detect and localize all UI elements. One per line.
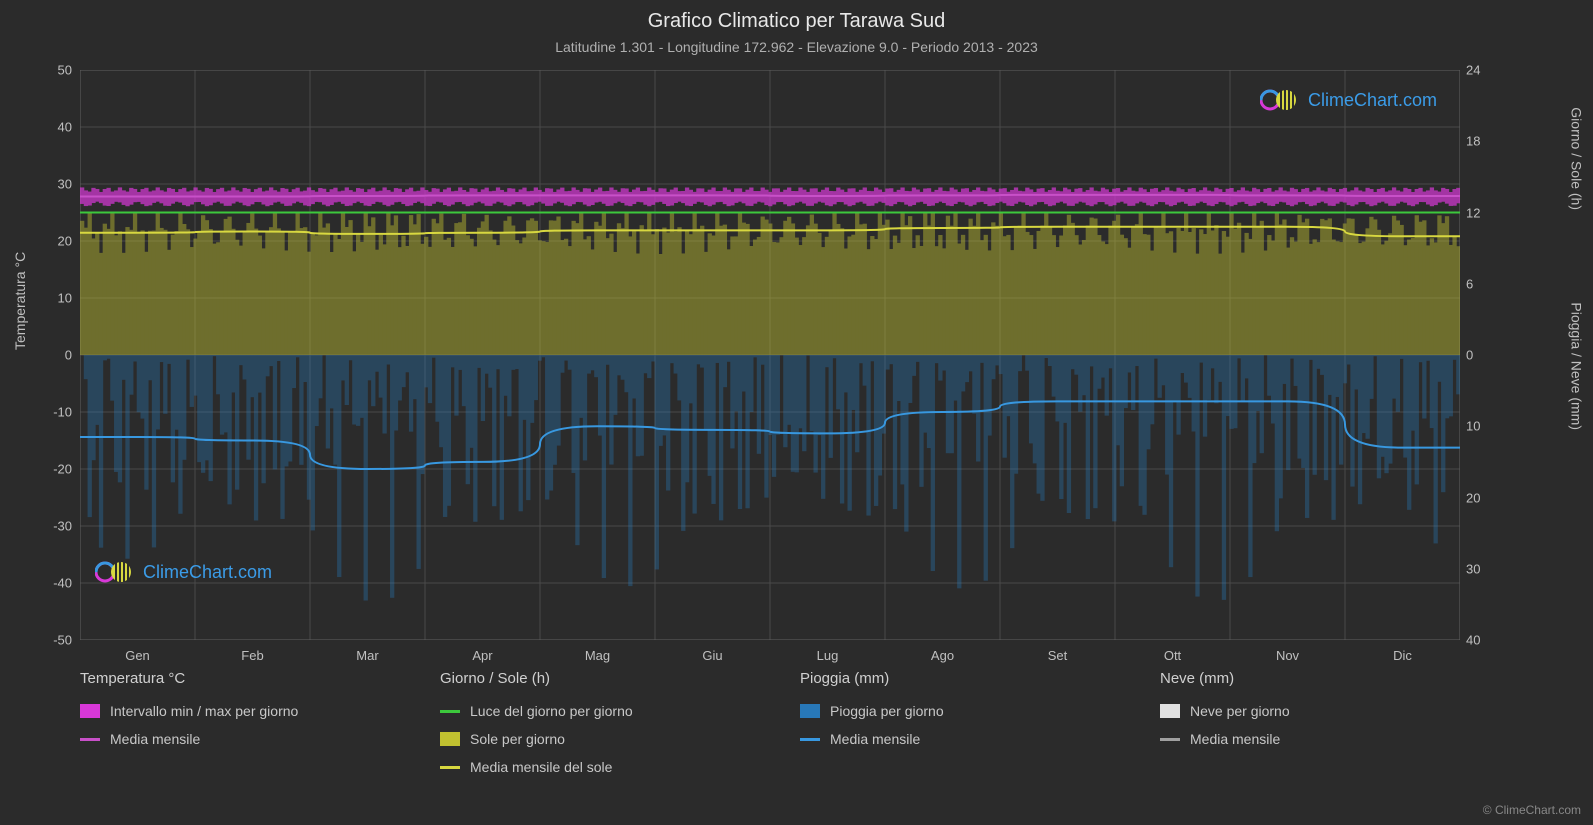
- legend-column: Neve (mm) Neve per giorno Media mensile: [1160, 670, 1460, 775]
- legend-column: Giorno / Sole (h) Luce del giorno per gio…: [440, 670, 740, 775]
- climate-chart: Grafico Climatico per Tarawa Sud Latitud…: [0, 0, 1593, 825]
- y-tick-left: 0: [32, 348, 72, 363]
- x-tick-month: Set: [1048, 648, 1068, 663]
- x-tick-month: Giu: [702, 648, 722, 663]
- legend-item: Media mensile del sole: [440, 759, 740, 775]
- y-tick-left: -30: [32, 519, 72, 534]
- legend-swatch: [440, 766, 460, 769]
- legend: Temperatura °C Intervallo min / max per g…: [80, 670, 1480, 775]
- y-tick-right: 18: [1466, 134, 1506, 149]
- y-tick-right: 12: [1466, 205, 1506, 220]
- watermark-top: ClimeChart.com: [1260, 88, 1437, 112]
- legend-header: Neve (mm): [1160, 670, 1460, 687]
- logo-icon: [1260, 88, 1300, 112]
- y-tick-right: 24: [1466, 63, 1506, 78]
- y-axis-right-top-label: Giorno / Sole (h): [1569, 107, 1585, 210]
- chart-subtitle: Latitudine 1.301 - Longitudine 172.962 -…: [0, 33, 1593, 55]
- legend-item: Media mensile: [80, 731, 380, 747]
- x-tick-month: Gen: [125, 648, 150, 663]
- legend-swatch: [80, 704, 100, 718]
- legend-column: Temperatura °C Intervallo min / max per g…: [80, 670, 380, 775]
- x-tick-month: Ott: [1164, 648, 1181, 663]
- x-tick-month: Nov: [1276, 648, 1299, 663]
- legend-swatch: [440, 710, 460, 713]
- y-tick-left: 20: [32, 234, 72, 249]
- y-tick-right: 20: [1466, 490, 1506, 505]
- legend-item: Media mensile: [800, 731, 1100, 747]
- y-tick-right: 30: [1466, 561, 1506, 576]
- legend-header: Giorno / Sole (h): [440, 670, 740, 687]
- legend-swatch: [440, 732, 460, 746]
- x-tick-month: Apr: [472, 648, 492, 663]
- legend-item: Pioggia per giorno: [800, 703, 1100, 719]
- legend-item: Media mensile: [1160, 731, 1460, 747]
- y-tick-left: 10: [32, 291, 72, 306]
- legend-swatch: [800, 738, 820, 741]
- legend-header: Temperatura °C: [80, 670, 380, 687]
- plot-area: [80, 70, 1460, 640]
- y-tick-left: -50: [32, 633, 72, 648]
- y-tick-left: 40: [32, 120, 72, 135]
- x-tick-month: Mag: [585, 648, 610, 663]
- legend-swatch: [1160, 738, 1180, 741]
- y-tick-left: 30: [32, 177, 72, 192]
- x-tick-month: Ago: [931, 648, 954, 663]
- y-axis-right-bottom-label: Pioggia / Neve (mm): [1569, 302, 1585, 430]
- legend-column: Pioggia (mm) Pioggia per giorno Media mens…: [800, 670, 1100, 775]
- legend-swatch: [80, 738, 100, 741]
- y-tick-right: 0: [1466, 348, 1506, 363]
- y-tick-right: 6: [1466, 276, 1506, 291]
- legend-label: Media mensile: [830, 731, 920, 747]
- chart-title: Grafico Climatico per Tarawa Sud: [0, 0, 1593, 33]
- copyright: © ClimeChart.com: [1483, 803, 1581, 817]
- y-tick-left: 50: [32, 63, 72, 78]
- y-tick-right: 10: [1466, 419, 1506, 434]
- legend-swatch: [800, 704, 820, 718]
- legend-label: Media mensile del sole: [470, 759, 612, 775]
- legend-label: Sole per giorno: [470, 731, 565, 747]
- legend-label: Media mensile: [110, 731, 200, 747]
- x-tick-month: Feb: [241, 648, 263, 663]
- x-tick-month: Lug: [817, 648, 839, 663]
- y-tick-left: -10: [32, 405, 72, 420]
- legend-item: Luce del giorno per giorno: [440, 703, 740, 719]
- legend-label: Media mensile: [1190, 731, 1280, 747]
- y-tick-left: -20: [32, 462, 72, 477]
- legend-header: Pioggia (mm): [800, 670, 1100, 687]
- x-tick-month: Dic: [1393, 648, 1412, 663]
- legend-item: Intervallo min / max per giorno: [80, 703, 380, 719]
- y-tick-left: -40: [32, 576, 72, 591]
- legend-swatch: [1160, 704, 1180, 718]
- watermark-text: ClimeChart.com: [1308, 90, 1437, 111]
- y-axis-left-label: Temperatura °C: [12, 252, 28, 350]
- watermark-text: ClimeChart.com: [143, 562, 272, 583]
- legend-label: Pioggia per giorno: [830, 703, 944, 719]
- watermark-bottom: ClimeChart.com: [95, 560, 272, 584]
- y-tick-right: 40: [1466, 633, 1506, 648]
- legend-label: Luce del giorno per giorno: [470, 703, 633, 719]
- logo-icon: [95, 560, 135, 584]
- legend-item: Neve per giorno: [1160, 703, 1460, 719]
- plot-svg: [80, 70, 1460, 640]
- legend-item: Sole per giorno: [440, 731, 740, 747]
- legend-label: Intervallo min / max per giorno: [110, 703, 298, 719]
- legend-label: Neve per giorno: [1190, 703, 1290, 719]
- x-tick-month: Mar: [356, 648, 378, 663]
